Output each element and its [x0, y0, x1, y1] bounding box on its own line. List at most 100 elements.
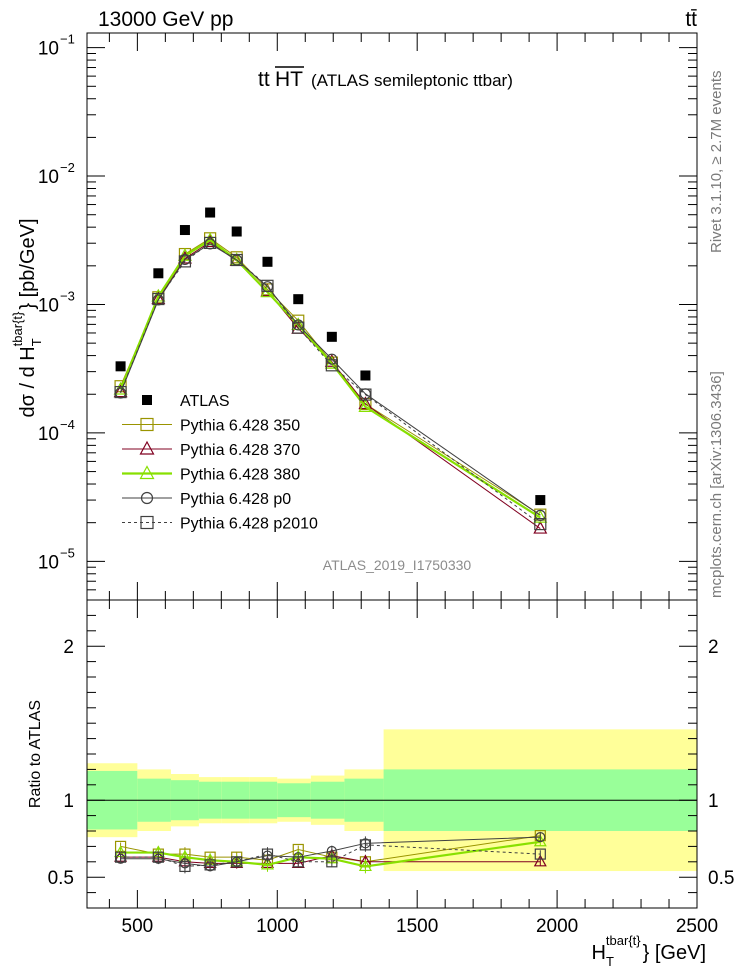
- legend-marker-pythia-6-428-350: [140, 417, 154, 432]
- ratio-y-tick-label-right: 1: [708, 791, 719, 812]
- atlas-data-point: [115, 361, 126, 372]
- main-y-label: dσ / d HTtbar{t}} [pb/GeV]: [10, 218, 44, 417]
- atlas-data-point: [360, 370, 371, 381]
- ratio-point-pythia-6-428-p2010: [179, 860, 191, 873]
- x-axis-label: HTtbar{t}} [GeV]: [592, 933, 706, 969]
- ratio-point-pythia-6-428-370: [533, 854, 547, 867]
- ratio-y-tick-label-left: 1: [63, 791, 74, 812]
- legend-label-atlas: ATLAS: [180, 393, 230, 410]
- ratio-point-pythia-6-428-p0: [535, 832, 546, 843]
- ratio-point-pythia-6-428-p2010: [292, 856, 304, 868]
- main-point-pythia-6-428-p0: [534, 509, 546, 521]
- ratio-point-pythia-6-428-p2010: [231, 856, 243, 868]
- main-point-pythia-6-428-p2010: [534, 517, 547, 531]
- legend-label-pythia-6-428-370: Pythia 6.428 370: [180, 442, 300, 459]
- energy-label: 13000 GeV pp: [98, 8, 233, 31]
- main-point-pythia-6-428-p2010: [204, 236, 217, 250]
- ratio-line-pythia-6-428-380: [120, 840, 541, 868]
- atlas-data-point: [293, 294, 304, 305]
- ratio-point-pythia-6-428-p2010: [326, 856, 338, 868]
- ratio-y-tick-label-right: 2: [708, 637, 719, 658]
- main-y-tick-exponent: −1: [60, 32, 75, 47]
- ratio-series-layer: [114, 830, 547, 874]
- plot-title-math: tt: [258, 68, 270, 91]
- main-line-pythia-6-428-p2010: [120, 242, 541, 525]
- main-y-tick-label: 10: [38, 424, 59, 445]
- atlas-data-point: [326, 331, 337, 342]
- legend-label-pythia-6-428-350: Pythia 6.428 350: [180, 418, 300, 435]
- main-point-pythia-6-428-p2010: [230, 253, 243, 267]
- main-y-tick-label: 10: [38, 167, 59, 188]
- main-series-layer: [113, 232, 548, 534]
- legend-marker-pythia-6-428-p0: [140, 491, 154, 505]
- main-y-tick-exponent: −5: [60, 545, 75, 560]
- ratio-point-pythia-6-428-p2010: [114, 851, 127, 863]
- main-x-axis: [108, 33, 698, 600]
- ratio-point-pythia-6-428-380: [358, 859, 372, 872]
- main-point-pythia-6-428-370: [151, 291, 166, 305]
- atlas-data-point: [153, 268, 164, 279]
- plot-title-desc: (ATLAS semileptonic ttbar): [311, 71, 513, 90]
- main-line-pythia-6-428-380: [119, 238, 541, 519]
- svg-text:dσ / d HTtbar{t}} [pb/GeV]: dσ / d HTtbar{t}} [pb/GeV]: [10, 218, 44, 417]
- x-tick-label: 1000: [256, 916, 298, 937]
- ratio-point-pythia-6-428-p2010: [534, 848, 546, 860]
- main-point-pythia-6-428-370: [533, 520, 548, 534]
- ratio-x-axis: 500 1000 1500 2000 2500: [108, 600, 718, 937]
- main-point-pythia-6-428-380: [533, 509, 548, 523]
- atlas-data-points: [115, 207, 546, 506]
- plot-title-overline: HT: [275, 68, 303, 91]
- main-y-tick-exponent: −4: [60, 417, 75, 432]
- analysis-id-label: ATLAS_2019_I1750330: [323, 557, 472, 573]
- main-point-pythia-6-428-370: [113, 384, 128, 398]
- main-point-pythia-6-428-380: [358, 399, 373, 412]
- main-point-pythia-6-428-p2010: [152, 292, 165, 306]
- ratio-panel: 0.5 0.5 1 1 2 2 500 1000 1500 2000 2500 Ratio to …: [27, 599, 734, 937]
- atlas-data-point: [179, 225, 190, 236]
- ratio-point-pythia-6-428-p2010: [152, 851, 164, 863]
- x-tick-label: 2500: [676, 916, 718, 937]
- main-y-tick-label: 10: [38, 295, 59, 316]
- main-frame: [86, 32, 698, 601]
- ratio-line-pythia-6-428-p0: [120, 836, 541, 867]
- rivet-version-label: Rivet 3.1.10, ≥ 2.7M events: [708, 71, 725, 254]
- ratio-point-pythia-6-428-p2010: [261, 848, 274, 860]
- legend-label-pythia-6-428-p2010: Pythia 6.428 p2010: [180, 516, 318, 533]
- main-y-tick-exponent: −2: [60, 160, 75, 175]
- main-point-pythia-6-428-p2010: [114, 385, 127, 399]
- main-point-pythia-6-428-380: [203, 232, 218, 246]
- ratio-y-tick-label-left: 2: [63, 637, 74, 658]
- x-tick-label: 500: [122, 916, 154, 937]
- ratio-point-pythia-6-428-p0: [326, 845, 337, 857]
- legend-label-pythia-6-428-380: Pythia 6.428 380: [180, 467, 300, 484]
- main-point-pythia-6-428-p2010: [261, 279, 274, 292]
- ratio-line-pythia-6-428-p2010: [120, 844, 541, 867]
- main-point-pythia-6-428-p2010: [325, 359, 338, 372]
- ratio-y-tick-label-right: 0.5: [708, 868, 734, 889]
- main-point-pythia-6-428-p2010: [292, 321, 305, 334]
- ratio-y-label: Ratio to ATLAS: [27, 700, 44, 808]
- main-y-tick-label: 10: [38, 552, 59, 573]
- legend-marker-pythia-6-428-380: [139, 465, 155, 480]
- process-label: tt̄: [685, 8, 697, 31]
- main-panel: 10−510−410−310−210−1 tt HT (ATLAS semile…: [10, 32, 698, 601]
- plot-title: tt HT (ATLAS semileptonic ttbar): [258, 66, 513, 91]
- legend: ATLAS Pythia 6.428 350 Pythia 6.428 370 Pyt…: [122, 393, 318, 533]
- main-y-axis: 10−510−410−310−210−1: [38, 32, 697, 591]
- legend-marker-pythia-6-428-370: [139, 440, 155, 455]
- atlas-data-point: [231, 226, 242, 237]
- ratio-point-pythia-6-428-p2010: [204, 859, 216, 871]
- ratio-point-pythia-6-428-380: [260, 857, 274, 870]
- main-y-tick-exponent: −3: [60, 288, 75, 303]
- legend-label-pythia-6-428-p0: Pythia 6.428 p0: [180, 491, 291, 508]
- main-point-pythia-6-428-p2010: [178, 255, 192, 268]
- mcplots-label: mcplots.cern.ch [arXiv:1306.3436]: [708, 371, 725, 598]
- atlas-data-point: [262, 256, 273, 267]
- main-y-tick-label: 10: [38, 39, 59, 60]
- ratio-point-pythia-6-428-p2010: [359, 839, 372, 851]
- main-point-pythia-6-428-p2010: [359, 388, 372, 401]
- legend-marker-pythia-6-428-p2010: [140, 515, 154, 530]
- main-line-pythia-6-428-370: [120, 241, 541, 529]
- x-tick-label: 1500: [396, 916, 438, 937]
